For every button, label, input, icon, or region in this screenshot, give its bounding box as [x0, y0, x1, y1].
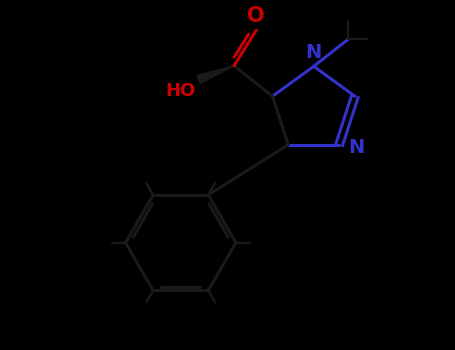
Text: HO: HO	[166, 82, 196, 100]
Text: N: N	[348, 138, 364, 157]
Text: N: N	[306, 43, 322, 62]
Polygon shape	[197, 66, 234, 84]
Text: O: O	[248, 6, 265, 26]
